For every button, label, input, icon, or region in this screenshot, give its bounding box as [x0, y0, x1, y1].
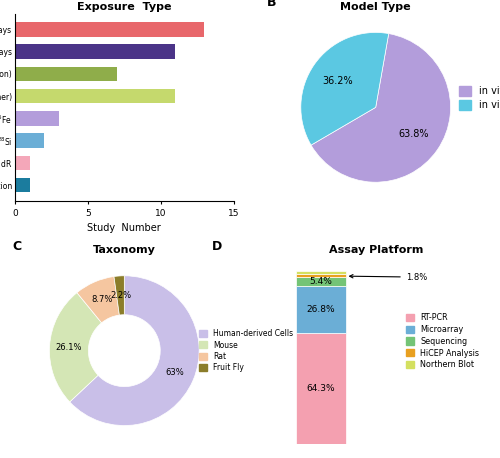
Wedge shape — [311, 33, 450, 182]
Bar — [15, 89, 175, 104]
Bar — [296, 286, 346, 333]
Text: B: B — [267, 0, 276, 9]
Text: 63%: 63% — [166, 368, 184, 377]
Title: Exposure  Type: Exposure Type — [77, 1, 172, 11]
Text: 5.4%: 5.4% — [310, 277, 332, 286]
Bar — [296, 274, 346, 277]
Text: 26.1%: 26.1% — [56, 343, 82, 352]
Text: 63.8%: 63.8% — [398, 129, 429, 139]
Text: C: C — [12, 240, 21, 253]
Bar — [15, 178, 30, 192]
Bar — [296, 333, 346, 444]
Text: 64.3%: 64.3% — [306, 384, 336, 393]
Title: Taxonomy: Taxonomy — [93, 245, 156, 255]
Wedge shape — [70, 276, 199, 425]
Bar — [15, 67, 117, 81]
Wedge shape — [301, 33, 388, 145]
Text: 2.2%: 2.2% — [110, 291, 131, 300]
Bar — [296, 277, 346, 286]
Bar — [15, 111, 59, 125]
Text: D: D — [212, 240, 222, 253]
Legend: RT-PCR, Microarray, Sequencing, HiCEP Analysis, Northern Blot: RT-PCR, Microarray, Sequencing, HiCEP An… — [406, 313, 479, 370]
Bar — [296, 271, 346, 274]
Bar — [15, 22, 204, 37]
Legend: in vitro, in vivo: in vitro, in vivo — [459, 86, 500, 110]
Title: Assay Platform: Assay Platform — [328, 245, 423, 255]
X-axis label: Study  Number: Study Number — [88, 223, 161, 233]
Wedge shape — [77, 277, 120, 323]
Wedge shape — [50, 293, 102, 402]
Legend: Human-derived Cells, Mouse, Rat, Fruit Fly: Human-derived Cells, Mouse, Rat, Fruit F… — [200, 329, 293, 372]
Bar — [15, 156, 30, 170]
Text: 36.2%: 36.2% — [322, 76, 353, 86]
Bar — [15, 44, 175, 59]
Text: 26.8%: 26.8% — [306, 305, 336, 314]
Bar — [15, 133, 44, 148]
Wedge shape — [114, 276, 124, 315]
Text: 8.7%: 8.7% — [92, 295, 113, 305]
Title: Model Type: Model Type — [340, 1, 411, 11]
Text: 1.8%: 1.8% — [350, 273, 427, 282]
